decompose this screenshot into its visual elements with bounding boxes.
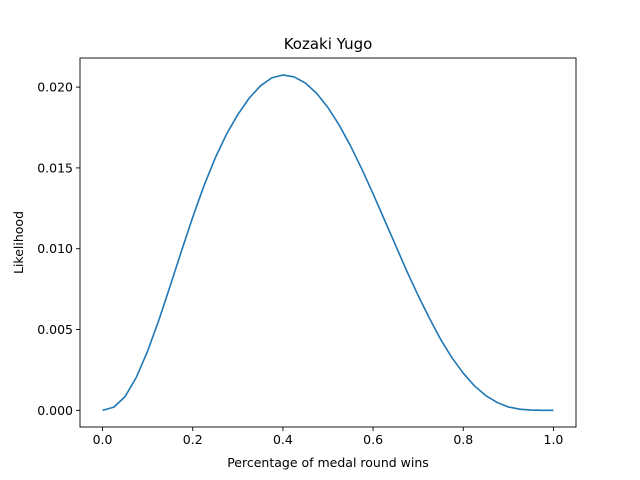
x-tick-label: 0.2 xyxy=(183,432,203,447)
plot-area xyxy=(102,74,554,412)
y-tick-label: 0.005 xyxy=(37,322,73,337)
x-tick-label: 0.0 xyxy=(93,432,113,447)
y-axis-label: Likelihood xyxy=(11,211,26,274)
chart-title: Kozaki Yugo xyxy=(284,35,373,53)
y-axis: 0.000 0.005 0.010 0.015 0.020 xyxy=(37,80,80,418)
y-tick-label: 0.020 xyxy=(37,80,73,95)
y-tick-label: 0.000 xyxy=(37,403,73,418)
x-tick-label: 0.4 xyxy=(273,432,293,447)
x-axis: 0.0 0.2 0.4 0.6 0.8 1.0 xyxy=(93,427,564,447)
plot-frame xyxy=(79,57,577,428)
x-axis-label: Percentage of medal round wins xyxy=(227,455,429,470)
x-tick-label: 0.8 xyxy=(453,432,473,447)
y-tick-label: 0.010 xyxy=(37,241,73,256)
series-line-0 xyxy=(102,74,554,412)
x-tick-label: 1.0 xyxy=(544,432,564,447)
x-tick-label: 0.6 xyxy=(363,432,383,447)
y-tick-label: 0.015 xyxy=(37,160,73,175)
